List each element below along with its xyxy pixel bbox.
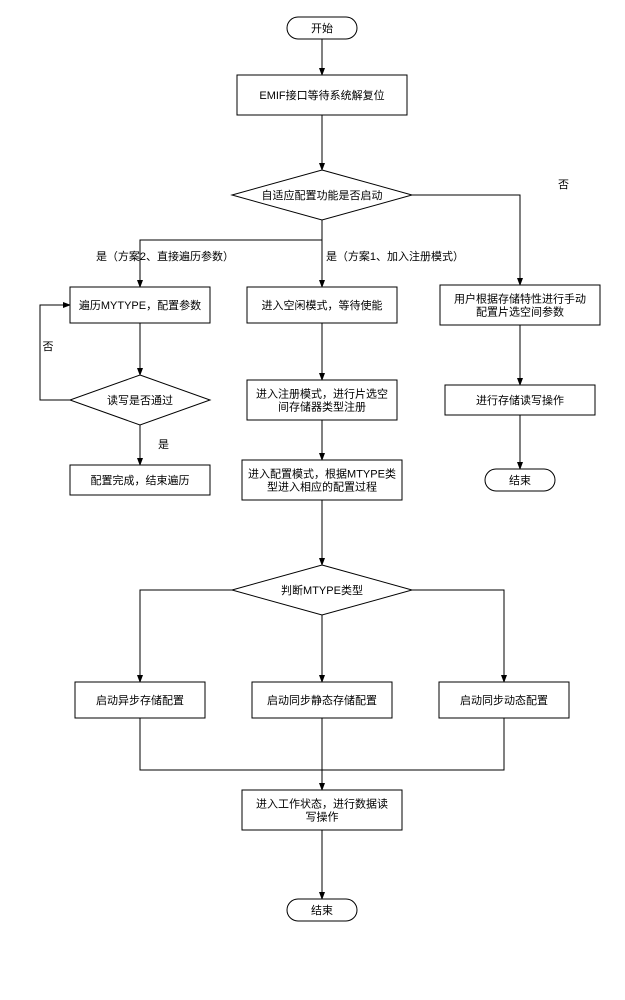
node-label: 进入配置模式，根据MTYPE类 [248,467,396,481]
node-start: 开始 [287,17,357,39]
node-label: 启动异步存储配置 [96,693,184,707]
node-label: 判断MTYPE类型 [281,583,363,597]
node-d_left: 读写是否通过 [70,375,210,425]
node-label: 开始 [311,21,333,35]
node-label: 型进入相应的配置过程 [267,480,377,494]
node-label: EMIF接口等待系统解复位 [259,88,384,102]
edge-label: 否 [43,341,54,353]
node-label: 进入工作状态，进行数据读 [256,797,388,811]
node-n_right1: 用户根据存储特性进行手动配置片选空间参数 [440,285,600,325]
nodes-layer: 开始 EMIF接口等待系统解复位自适应配置功能是否启动遍历MYTYPE，配置参数读… [70,17,600,921]
node-label: 结束 [311,904,333,917]
node-n_work: 进入工作状态，进行数据读写操作 [242,790,402,830]
edge-label: 是（方案2、直接遍历参数） [96,249,234,263]
node-n_mid3: 进入配置模式，根据MTYPE类型进入相应的配置过程 [242,460,402,500]
node-label: 遍历MYTYPE，配置参数 [79,298,201,312]
node-d_mid: 判断MTYPE类型 [232,565,412,615]
edge-label: 是（方案1、加入注册模式） [326,249,464,263]
node-label: 启动同步动态配置 [460,694,548,707]
node-n_b3: 启动同步动态配置 [439,682,569,718]
node-n_left2: 配置完成，结束遍历 [70,465,210,495]
node-label: 自适应配置功能是否启动 [262,188,383,202]
node-label: 配置完成，结束遍历 [91,473,190,487]
node-n_left1: 遍历MYTYPE，配置参数 [70,287,210,323]
node-label: 读写是否通过 [107,393,173,407]
node-label: 结束 [509,474,531,487]
node-label: 进行存储读写操作 [476,393,564,407]
node-n_right2: 进行存储读写操作 [445,385,595,415]
node-end_right: 结束 [485,469,555,491]
flowchart-canvas: 开始 EMIF接口等待系统解复位自适应配置功能是否启动遍历MYTYPE，配置参数读… [10,10,615,990]
node-n_mid1: 进入空闲模式，等待使能 [247,287,397,323]
node-d1: 自适应配置功能是否启动 [232,170,412,220]
edge-label: 否 [558,179,569,191]
node-label: 间存储器类型注册 [278,400,366,414]
node-label: 进入空闲模式，等待使能 [262,298,383,312]
edge-label: 是 [158,438,169,451]
node-n1: EMIF接口等待系统解复位 [237,75,407,115]
node-label: 配置片选空间参数 [476,305,564,319]
node-label: 启动同步静态存储配置 [267,693,377,707]
node-label: 写操作 [306,810,339,824]
node-label: 用户根据存储特性进行手动 [454,292,586,306]
node-n_b2: 启动同步静态存储配置 [252,682,392,718]
node-n_mid2: 进入注册模式，进行片选空间存储器类型注册 [247,380,397,420]
node-n_b1: 启动异步存储配置 [75,682,205,718]
node-end_main: 结束 [287,899,357,921]
node-label: 进入注册模式，进行片选空 [256,387,388,401]
